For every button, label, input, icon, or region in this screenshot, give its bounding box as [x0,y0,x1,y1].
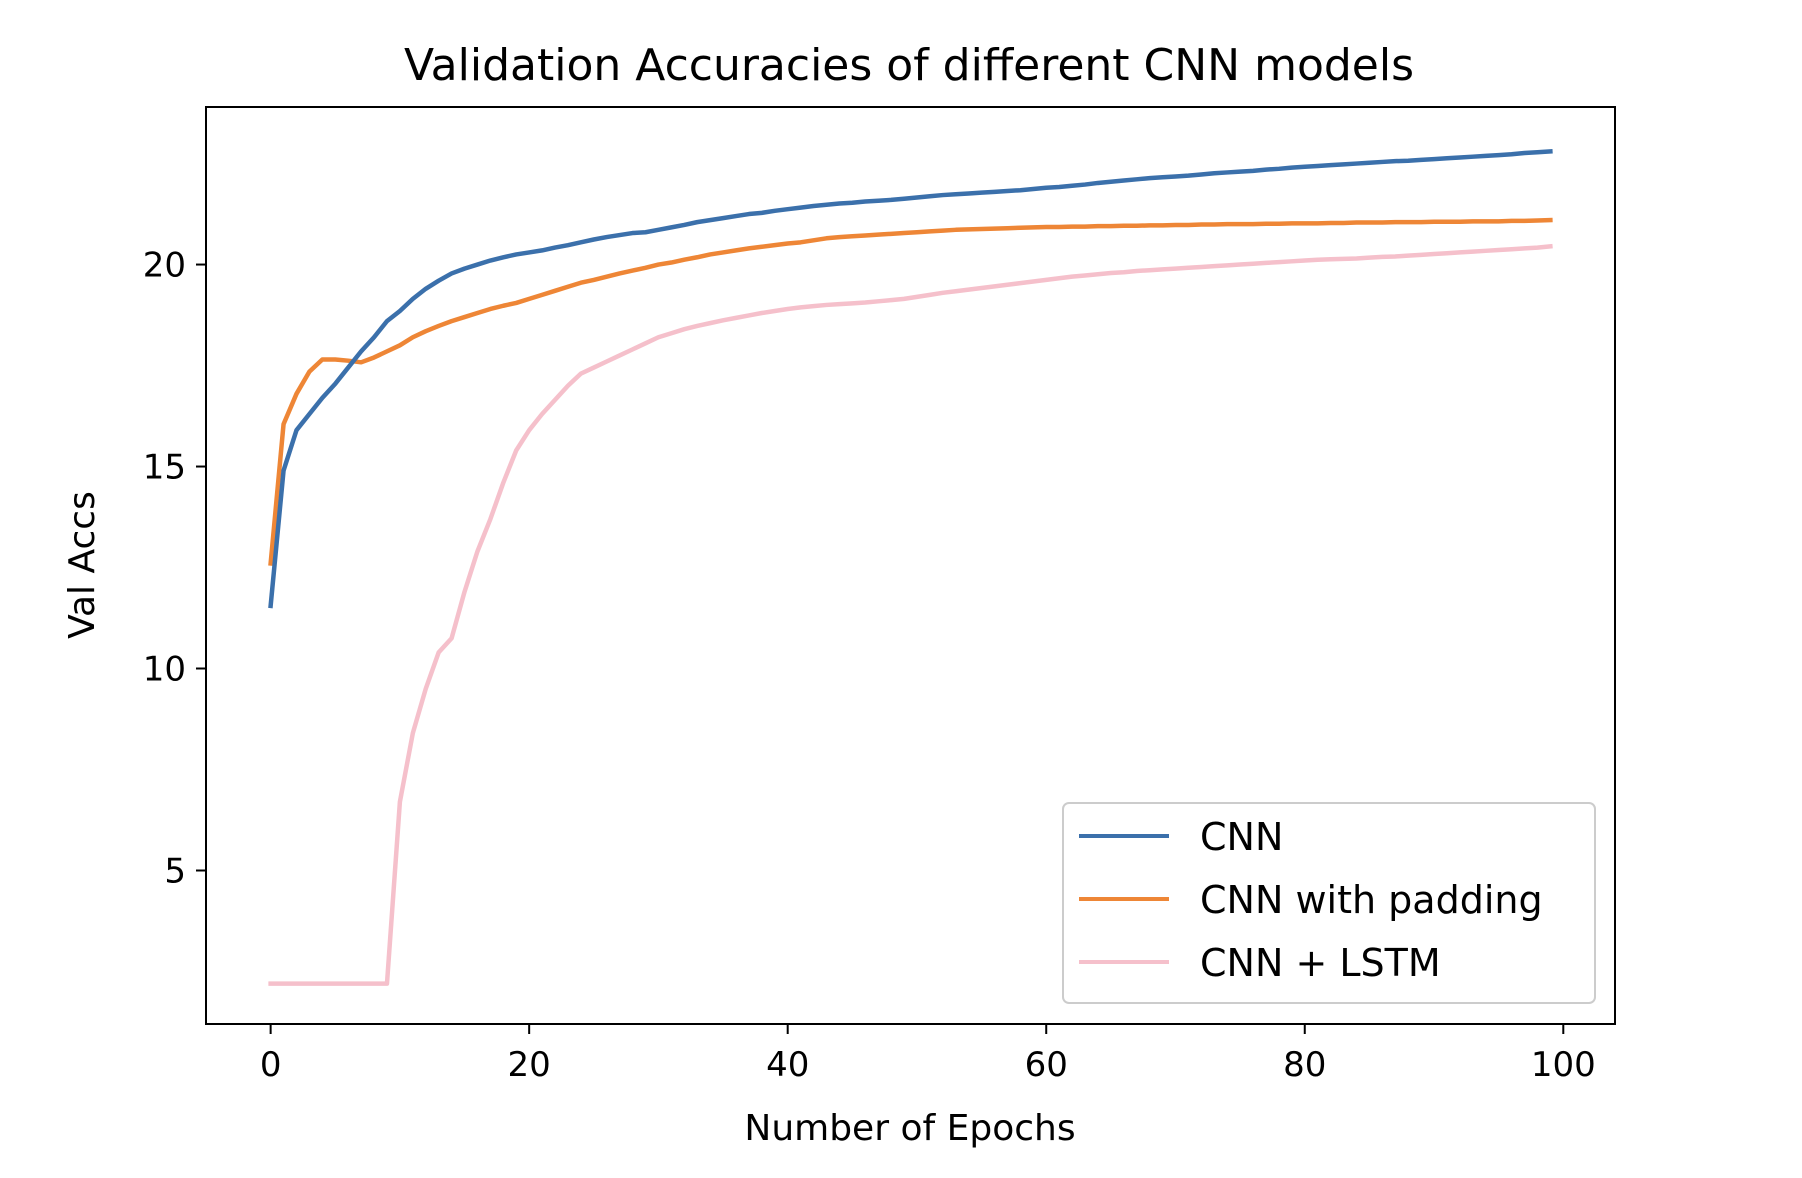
y-tick-label: 5 [164,851,186,891]
legend-label-cnn: CNN [1200,815,1283,859]
chart-title: Validation Accuracies of different CNN m… [404,40,1414,91]
y-axis-label: Val Accs [62,491,103,639]
series-line-cnn-lstm [268,243,1553,986]
y-tick-label: 10 [143,650,186,690]
legend: CNN CNN with padding CNN + LSTM [1062,802,1596,1004]
legend-label-cnn-with-padding: CNN with padding [1200,878,1543,922]
x-axis-label: Number of Epochs [744,1108,1075,1149]
plot-frame [205,106,1616,1025]
series-line-cnn [268,149,1553,609]
x-tick-label: 20 [508,1045,551,1085]
legend-label-cnn-lstm: CNN + LSTM [1200,941,1441,985]
y-tick-label: 20 [143,246,186,286]
axis-ticks: 0 20 40 60 80 100 5 10 15 20 [143,246,1596,1085]
x-tick-label: 80 [1283,1045,1326,1085]
x-tick-label: 100 [1531,1045,1596,1085]
series-line-cnn-with-padding [268,217,1553,566]
series-layer [268,149,1553,986]
y-tick-label: 15 [143,448,186,488]
x-tick-label: 60 [1025,1045,1068,1085]
x-tick-label: 0 [260,1045,282,1085]
legend-box [1062,802,1596,1004]
x-tick-label: 40 [766,1045,809,1085]
